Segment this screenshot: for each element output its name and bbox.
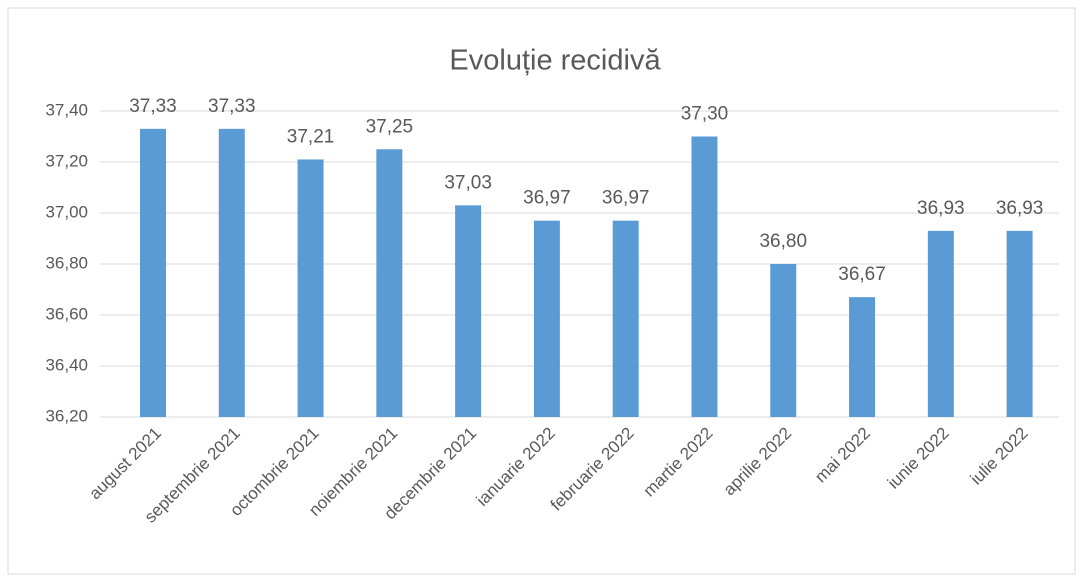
- y-tick-label: 37,20: [45, 151, 88, 170]
- bar: [849, 297, 876, 417]
- bar: [927, 230, 954, 417]
- data-label: 36,93: [917, 198, 965, 219]
- bar: [1006, 230, 1033, 417]
- data-label: 37,25: [366, 116, 414, 137]
- y-tick-label: 37,40: [45, 100, 88, 119]
- bar: [218, 128, 245, 417]
- data-label: 37,03: [444, 172, 492, 193]
- bar: [691, 136, 718, 417]
- y-tick-label: 36,80: [45, 253, 88, 272]
- bar: [533, 220, 560, 417]
- y-tick-label: 36,20: [45, 406, 88, 425]
- data-label: 36,93: [996, 198, 1044, 219]
- y-tick-label: 36,40: [45, 355, 88, 374]
- y-tick-label: 36,60: [45, 304, 88, 323]
- data-label: 37,21: [287, 126, 335, 147]
- data-label: 36,97: [602, 188, 650, 209]
- data-label: 36,97: [523, 188, 571, 209]
- bar: [297, 159, 324, 417]
- bar: [376, 149, 403, 417]
- data-label: 36,80: [759, 231, 807, 252]
- bar: [612, 220, 639, 417]
- y-tick-label: 37,00: [45, 202, 88, 221]
- bar: [139, 128, 166, 417]
- data-label: 36,67: [838, 264, 886, 285]
- chart-title: Evoluție recidivă: [449, 45, 661, 77]
- data-label: 37,30: [681, 104, 729, 125]
- bar: [770, 264, 797, 417]
- data-label: 37,33: [129, 96, 177, 117]
- bar: [455, 205, 482, 417]
- data-label: 37,33: [208, 96, 256, 117]
